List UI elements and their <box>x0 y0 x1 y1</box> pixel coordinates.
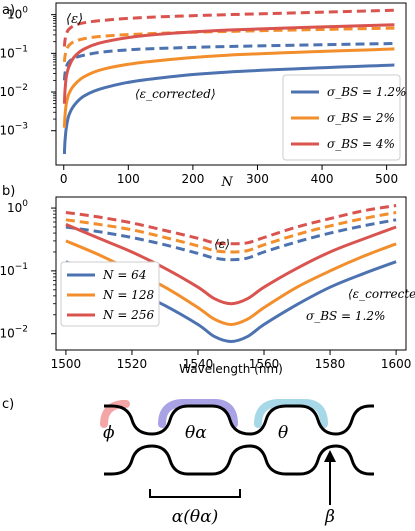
x-tick-label: 1500 <box>51 357 82 371</box>
y-tick-label: 10−3 <box>0 122 28 138</box>
chart-a-x-label: N <box>220 175 233 190</box>
chart-a-x-ticks: 0 100 200 300 400 500 <box>60 165 398 186</box>
top-waveguide <box>104 404 374 436</box>
chart-a: 10−3 10−2 10−1 100 0 100 200 300 400 500 N ⟨ε⟩ ⟨… <box>0 2 407 190</box>
x-tick-label: 1580 <box>315 357 346 371</box>
series-corrected-line-3 <box>62 23 395 104</box>
series-corrected-line-3 <box>65 223 397 306</box>
legend-label-2: σ_BS = 2% <box>327 111 395 125</box>
series-uncorrected-line-3 <box>65 204 397 246</box>
legend-label-1: N = 64 <box>102 268 146 282</box>
chart-b: 10−2 10−1 100 1500 1520 1540 1560 1580 1600 Wav… <box>0 196 415 376</box>
x-tick-label: 500 <box>375 172 398 186</box>
x-tick-label: 1560 <box>249 357 280 371</box>
series-corrected-line-1 <box>62 63 395 155</box>
series-uncorrected-line-3 <box>62 8 395 47</box>
chart-b-annotation-avg: ⟨ε⟩ <box>214 237 230 251</box>
theta-highlight <box>254 399 328 428</box>
legend-label-1: σ_BS = 1.2% <box>327 85 406 99</box>
chart-b-x-label: Wavelength (nm) <box>179 362 283 376</box>
chart-a-frame <box>55 2 407 166</box>
phi-label: ϕ <box>103 423 115 443</box>
x-tick-label: 300 <box>246 172 269 186</box>
panel-label-b: b) <box>2 184 15 199</box>
theta-alpha-highlight <box>158 399 238 428</box>
y-tick-label: 100 <box>7 6 28 22</box>
x-tick-label: 100 <box>117 172 140 186</box>
legend-label-3: N = 256 <box>102 308 154 322</box>
series-corrected-line-2 <box>62 47 395 128</box>
bottom-waveguide <box>104 444 374 476</box>
chart-b-x-ticks: 1500 1520 1540 1560 1580 1600 <box>51 350 412 371</box>
phi-highlight <box>100 400 130 428</box>
y-tick-label: 10−2 <box>0 83 28 99</box>
legend-label-3: σ_BS = 4% <box>327 137 395 151</box>
x-tick-label: 1600 <box>381 357 412 371</box>
theta-alpha-label: θα <box>185 423 207 443</box>
y-tick-label: 10−1 <box>0 44 28 60</box>
beta-arrow-head <box>324 450 336 462</box>
chart-b-legend-box <box>60 261 160 327</box>
chart-a-legend-box <box>282 74 401 161</box>
chart-b-annotation-sigma: σ_BS = 1.2% <box>306 309 385 323</box>
theta-label: θ <box>278 423 288 443</box>
y-tick-label: 10−1 <box>0 262 28 278</box>
alpha-bracket <box>149 489 241 498</box>
x-tick-label: 200 <box>181 172 204 186</box>
chart-a-annotation-corrected: ⟨ε_corrected⟩ <box>135 87 216 101</box>
beta-label: β <box>324 507 335 527</box>
chart-b-legend: N = 64 N = 128 N = 256 <box>60 261 160 327</box>
panel-label-c: c) <box>2 397 14 412</box>
series-uncorrected-line-2 <box>62 26 395 63</box>
chart-a-legend: σ_BS = 1.2% σ_BS = 2% σ_BS = 4% <box>282 74 406 161</box>
series-uncorrected-line-2 <box>65 211 397 254</box>
chart-a-y-ticks: 10−3 10−2 10−1 100 <box>0 6 56 138</box>
series-uncorrected-line-1 <box>62 42 395 81</box>
legend-label-2: N = 128 <box>102 288 154 302</box>
coupler-diagram: ϕ θα θ α(θα) β <box>100 399 374 527</box>
x-tick-label: 0 <box>60 172 68 186</box>
chart-b-annotation-corrected: ⟨ε_corrected⟩ <box>348 287 415 301</box>
x-tick-label: 1540 <box>183 357 214 371</box>
panel-label-a: a) <box>2 3 15 18</box>
x-tick-label: 1520 <box>117 357 148 371</box>
y-tick-label: 10−2 <box>0 325 28 341</box>
y-tick-label: 100 <box>7 199 28 215</box>
chart-a-annotation-avg: ⟨ε⟩ <box>66 12 83 27</box>
chart-b-y-ticks: 10−2 10−1 100 <box>0 199 56 341</box>
series-uncorrected-line-1 <box>65 218 397 262</box>
x-tick-label: 400 <box>311 172 334 186</box>
chart-a-series <box>62 8 395 155</box>
alpha-label: α(θα) <box>172 507 218 527</box>
